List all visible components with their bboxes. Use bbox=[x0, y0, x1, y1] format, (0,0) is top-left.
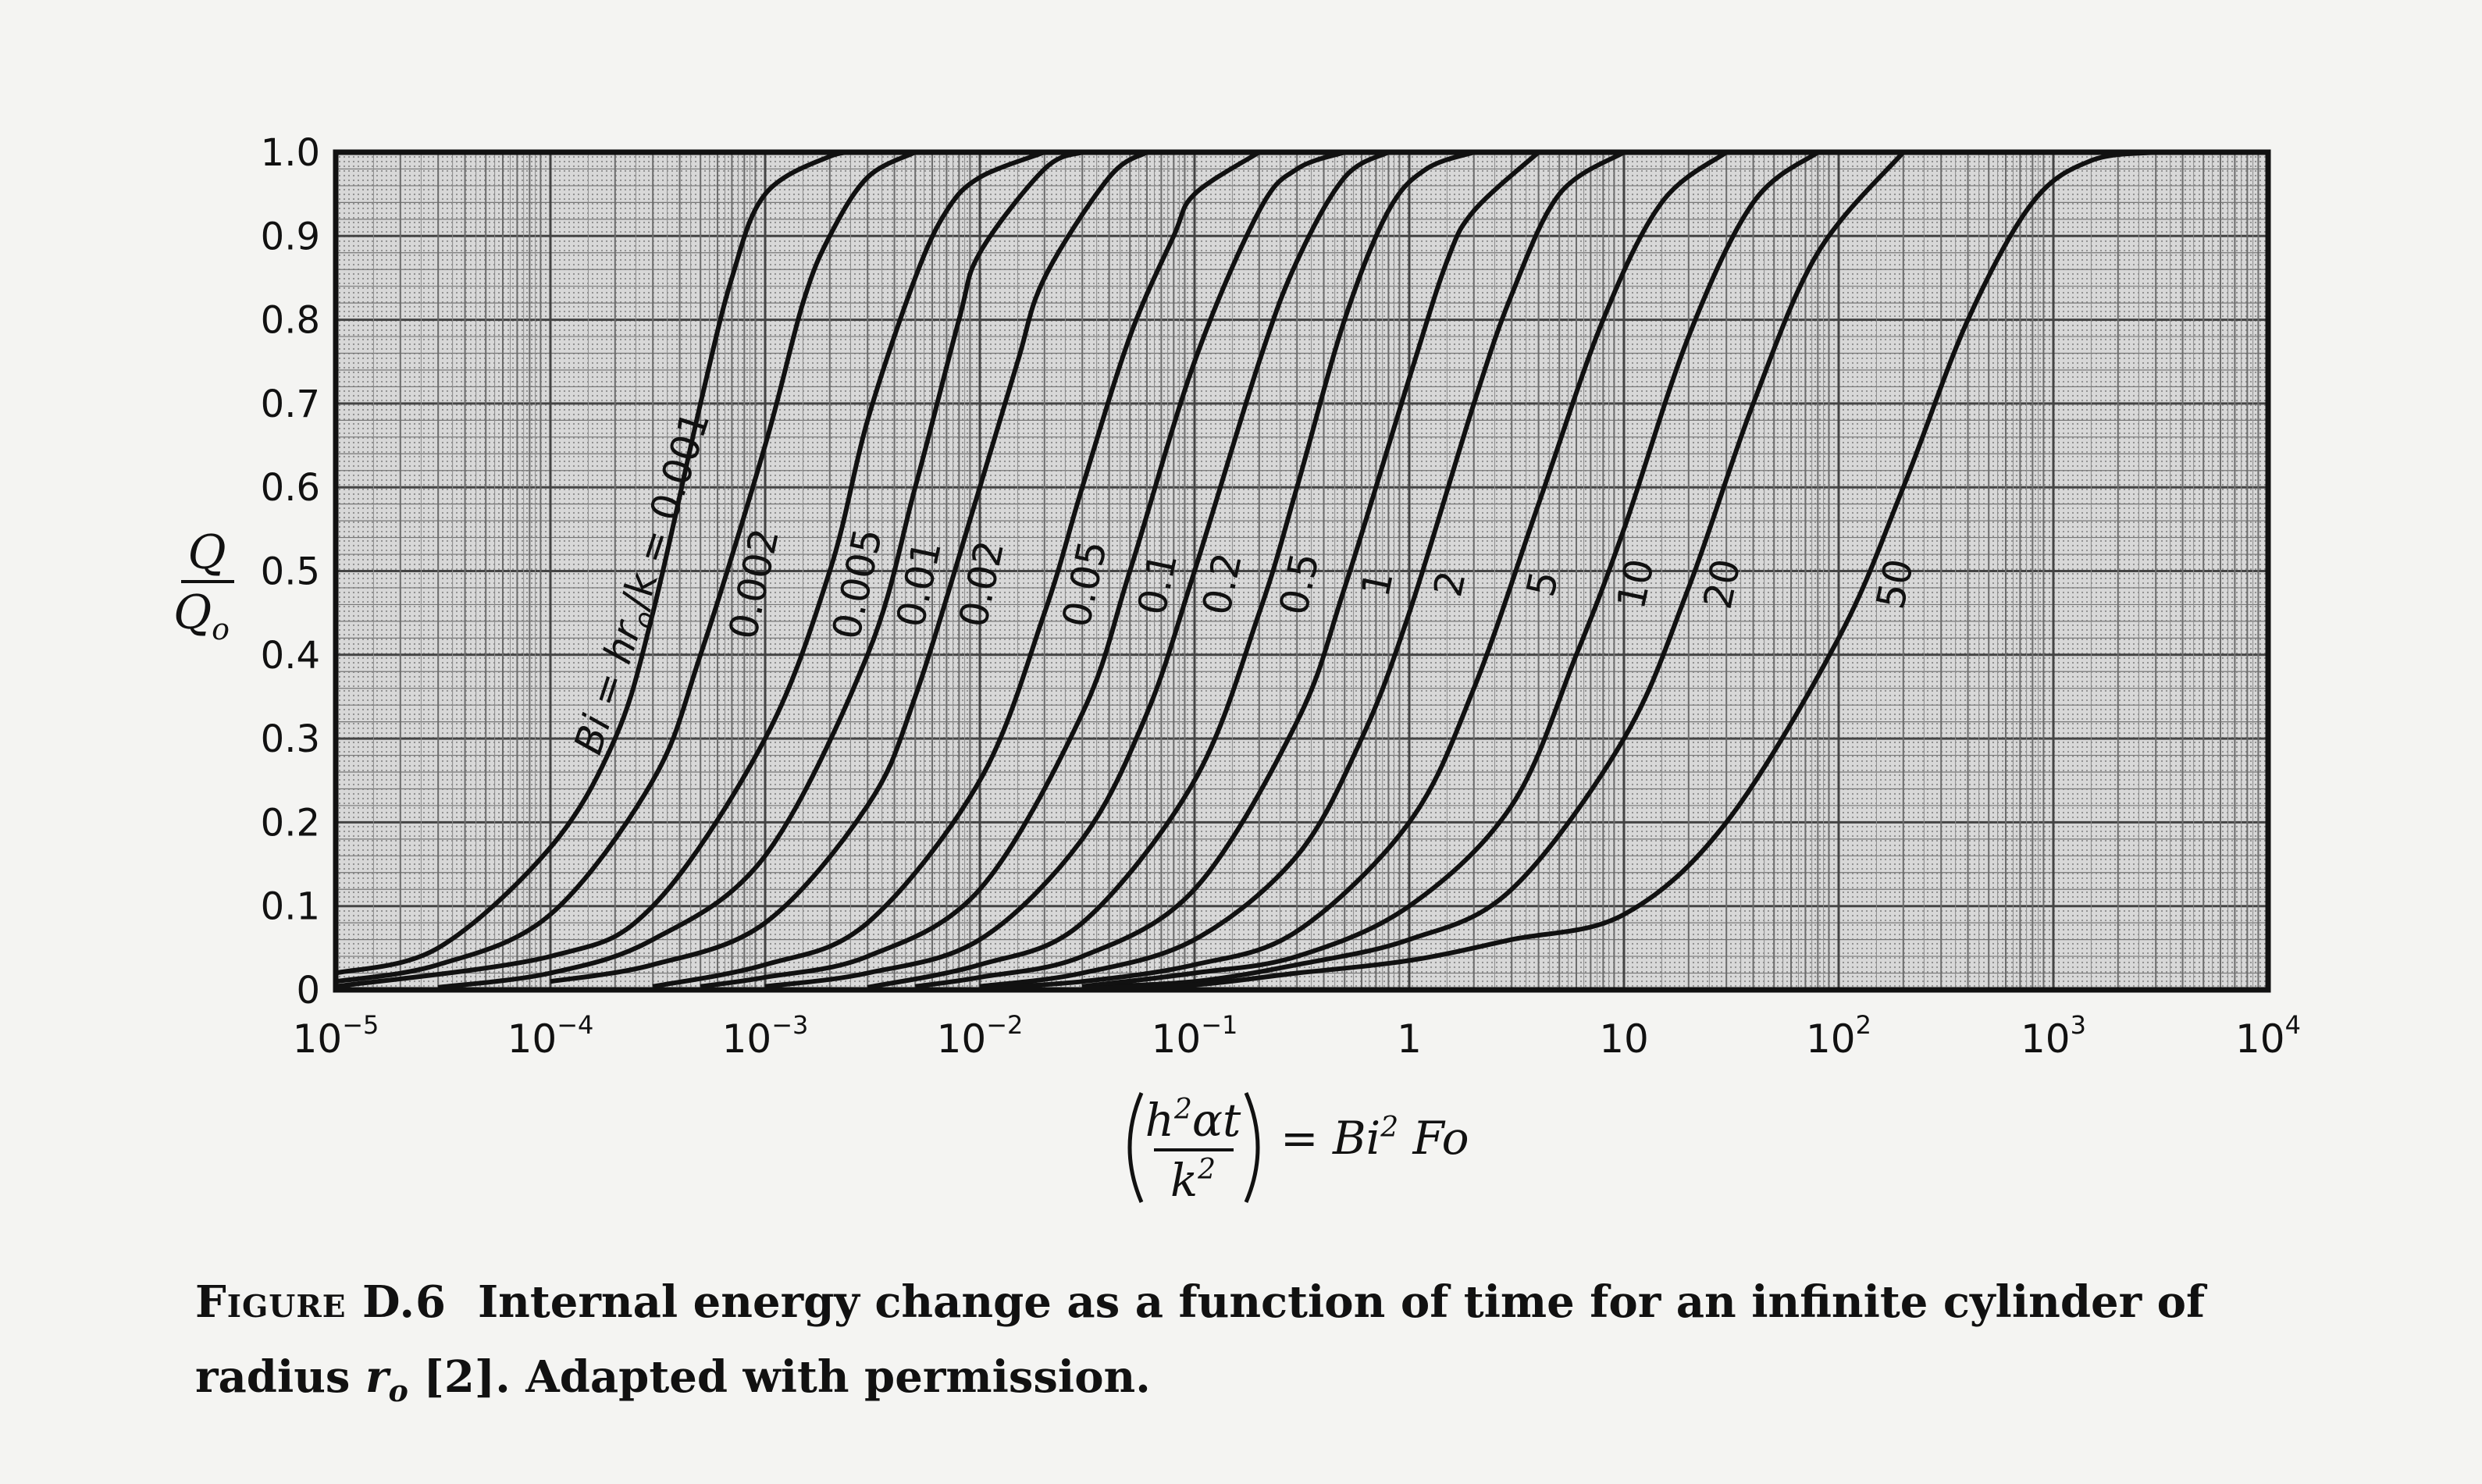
y-tick-label: 0 bbox=[296, 969, 320, 1012]
x-tick-base: 10 bbox=[2021, 1016, 2071, 1062]
curve-bi-2 bbox=[979, 150, 2268, 989]
x-tick-label: 10−3 bbox=[722, 1010, 809, 1062]
curve-label-text: 50 bbox=[1868, 555, 1922, 613]
x-label-num-rest: αt bbox=[1192, 1094, 1241, 1147]
plot-frame bbox=[333, 149, 2271, 993]
x-tick-base: 10 bbox=[1806, 1016, 1856, 1062]
x-tick-exp: 4 bbox=[2285, 1010, 2301, 1040]
curve-bi-0_2 bbox=[764, 150, 2268, 989]
x-tick-label: 103 bbox=[2021, 1010, 2086, 1062]
x-tick-exp: −2 bbox=[986, 1010, 1023, 1040]
x-tick-base: 1 bbox=[1397, 1016, 1422, 1062]
curve-bi-20 bbox=[1082, 150, 2268, 990]
y-label-denominator-sub: o bbox=[212, 612, 230, 646]
y-tick-label: 0.4 bbox=[261, 634, 320, 678]
curve-label: 50 bbox=[1868, 555, 1922, 613]
x-tick-base: 10 bbox=[2235, 1016, 2285, 1062]
svg-text:k2: k2 bbox=[1170, 1154, 1216, 1207]
y-tick-label: 0.7 bbox=[261, 383, 320, 426]
x-tick-exp: 2 bbox=[1856, 1010, 1871, 1040]
curve-label: 20 bbox=[1695, 555, 1750, 613]
y-tick-label: 0.2 bbox=[261, 801, 320, 845]
x-tick-label: 10−1 bbox=[1152, 1010, 1238, 1062]
y-tick-label: 1.0 bbox=[261, 131, 320, 175]
caption-var: r bbox=[365, 1351, 389, 1403]
x-tick-label: 10−4 bbox=[507, 1010, 594, 1062]
curve-label-text: 10 bbox=[1608, 555, 1663, 613]
x-tick-label: 104 bbox=[2235, 1010, 2301, 1062]
x-label-rhs-a: = Bi bbox=[1280, 1112, 1380, 1165]
x-tick-exp: 3 bbox=[2071, 1010, 2086, 1040]
x-label-left-paren bbox=[1127, 1092, 1144, 1203]
x-label-rhs-b: Fo bbox=[1398, 1112, 1469, 1165]
x-tick-label: 10−2 bbox=[937, 1010, 1024, 1062]
x-tick-labels: 10−5 10−4 10−3 10−2 10−1 1 10 102 103 104 bbox=[293, 1010, 2301, 1062]
curve-bi-50 bbox=[1082, 150, 2268, 991]
y-label-numerator: Q bbox=[187, 525, 226, 580]
x-tick-base: 10 bbox=[507, 1016, 557, 1062]
y-tick-label: 0.3 bbox=[261, 717, 320, 761]
curve-bi-0_01 bbox=[437, 150, 2268, 990]
y-tick-label: 0.1 bbox=[261, 885, 320, 929]
grid bbox=[334, 151, 2268, 991]
x-tick-base: 10 bbox=[1599, 1016, 1649, 1062]
x-label-num-sup: 2 bbox=[1173, 1094, 1192, 1126]
y-tick-label: 0.9 bbox=[261, 215, 320, 258]
curve-bi-0_001 bbox=[335, 149, 2268, 976]
x-tick-base: 10 bbox=[1152, 1016, 1202, 1062]
x-label-rhs-sup: 2 bbox=[1380, 1112, 1398, 1144]
curve-bi-0_1 bbox=[700, 150, 2268, 989]
x-label-right-paren bbox=[1244, 1092, 1260, 1203]
x-tick-exp: −4 bbox=[557, 1010, 593, 1040]
curve-bi-10 bbox=[1081, 150, 2268, 989]
curves bbox=[335, 149, 2268, 991]
caption-text-b: [2]. Adapted with permission. bbox=[408, 1351, 1151, 1403]
figure-number: Figure D.6 bbox=[195, 1276, 447, 1328]
x-tick-exp: −1 bbox=[1201, 1010, 1237, 1040]
y-axis-label: Q Qo bbox=[173, 525, 234, 646]
curve-bi-5 bbox=[979, 150, 2268, 991]
caption-text-a: Internal energy change as a function of … bbox=[195, 1276, 2206, 1403]
curve-bi-0_02 bbox=[550, 150, 2268, 984]
x-tick-exp: −5 bbox=[342, 1010, 379, 1040]
x-tick-label: 1 bbox=[1397, 1016, 1422, 1062]
curve-bi-0_002 bbox=[335, 150, 2268, 984]
curve-bi-1 bbox=[914, 150, 2268, 989]
curve-bi-0_5 bbox=[867, 150, 2268, 990]
x-label-den: k bbox=[1170, 1154, 1198, 1207]
svg-text:Qo: Qo bbox=[173, 585, 230, 646]
y-tick-label: 0.6 bbox=[261, 466, 320, 510]
curve-bi-0_005 bbox=[335, 150, 2268, 989]
plot-border bbox=[333, 149, 2271, 993]
x-label-num-h: h bbox=[1145, 1094, 1174, 1147]
caption-var-sub: o bbox=[388, 1373, 408, 1409]
x-tick-base: 10 bbox=[722, 1016, 772, 1062]
svg-text:= Bi2 Fo: = Bi2 Fo bbox=[1280, 1112, 1469, 1165]
x-tick-base: 10 bbox=[293, 1016, 343, 1062]
x-axis-label: h2αt k2 = Bi2 Fo bbox=[1127, 1092, 1469, 1207]
y-label-denominator: Q bbox=[173, 585, 212, 640]
x-tick-label: 102 bbox=[1806, 1010, 1871, 1062]
curve-bi-0_05 bbox=[652, 150, 2268, 989]
figure-caption: Figure D.6 Internal energy change as a fu… bbox=[195, 1265, 2334, 1429]
y-tick-label: 0.8 bbox=[261, 299, 320, 343]
x-tick-exp: −3 bbox=[771, 1010, 808, 1040]
y-tick-label: 0.5 bbox=[261, 550, 320, 594]
x-label-den-sup: 2 bbox=[1197, 1154, 1216, 1186]
svg-text:h2αt: h2αt bbox=[1145, 1094, 1241, 1147]
curve-label: 10 bbox=[1608, 555, 1663, 613]
x-tick-label: 10−5 bbox=[293, 1010, 379, 1062]
y-tick-labels: 0 0.1 0.2 0.3 0.4 0.5 0.6 0.7 0.8 0.9 1.0 bbox=[261, 131, 320, 1012]
x-tick-base: 10 bbox=[937, 1016, 987, 1062]
curve-label-text: 20 bbox=[1695, 555, 1750, 613]
x-tick-label: 10 bbox=[1599, 1016, 1649, 1062]
